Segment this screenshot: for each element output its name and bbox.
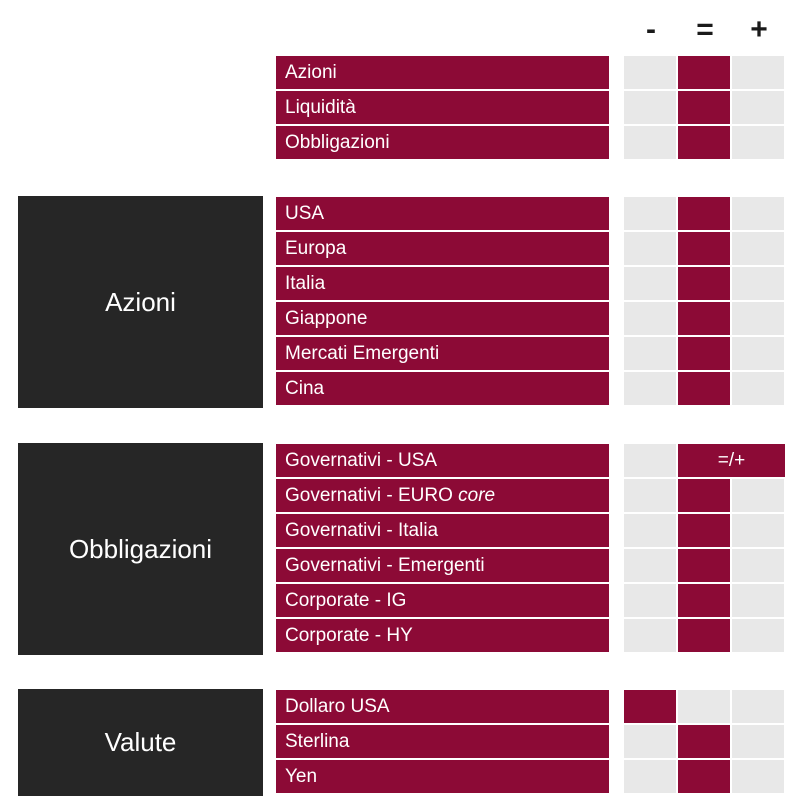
cell-minus (624, 302, 676, 335)
cell-minus (624, 479, 676, 512)
cell-minus (624, 337, 676, 370)
row-label-governativi-italia: Governativi - Italia (276, 514, 609, 547)
cell-minus (624, 267, 676, 300)
cell-equal-selected (678, 197, 730, 230)
cell-equal (678, 690, 730, 723)
row-label-corporate-ig: Corporate - IG (276, 584, 609, 617)
cell-minus (624, 514, 676, 547)
column-header-plus: + (750, 13, 768, 46)
cell-equal-selected (678, 584, 730, 617)
cell-minus-selected (624, 690, 676, 723)
row-label-main-text: Governativi - EURO (285, 485, 459, 506)
cell-equal-selected (678, 56, 730, 89)
cell-minus (624, 619, 676, 652)
cell-plus (732, 479, 784, 512)
cell-plus (732, 232, 784, 265)
cell-equal-selected (678, 760, 730, 793)
cell-equal-selected (678, 337, 730, 370)
cell-equal-selected (678, 514, 730, 547)
cell-plus (732, 126, 784, 159)
row-label-sterlina: Sterlina (276, 725, 609, 758)
cell-plus (732, 197, 784, 230)
cell-minus (624, 760, 676, 793)
row-label-dollaro-usa: Dollaro USA (276, 690, 609, 723)
cell-minus (624, 549, 676, 582)
cell-minus (624, 197, 676, 230)
cell-minus (624, 232, 676, 265)
row-label-cina: Cina (276, 372, 609, 405)
row-label-obbligazioni: Obbligazioni (276, 126, 609, 159)
cell-plus (732, 91, 784, 124)
cell-minus (624, 56, 676, 89)
cell-minus (624, 372, 676, 405)
cell-plus (732, 619, 784, 652)
cell-plus (732, 56, 784, 89)
row-label-mercati-emergenti: Mercati Emergenti (276, 337, 609, 370)
row-label-yen: Yen (276, 760, 609, 793)
column-header-minus: - (646, 13, 656, 46)
column-header-equal: = (696, 13, 714, 46)
row-label-azioni: Azioni (276, 56, 609, 89)
cell-equal-selected (678, 479, 730, 512)
cell-plus (732, 514, 784, 547)
cell-plus (732, 549, 784, 582)
cell-minus (624, 584, 676, 617)
cell-minus (624, 725, 676, 758)
row-label-italic-text: core (458, 485, 496, 506)
group-label-obbligazioni: Obbligazioni (18, 443, 263, 655)
cell-equal-plus-selected: =/+ (678, 444, 785, 477)
cell-equal-selected (678, 232, 730, 265)
cell-equal-selected (678, 619, 730, 652)
cell-minus (624, 444, 676, 477)
row-label-governativi-emergenti: Governativi - Emergenti (276, 549, 609, 582)
cell-equal-selected (678, 372, 730, 405)
cell-plus (732, 372, 784, 405)
cell-equal-selected (678, 725, 730, 758)
row-label-usa: USA (276, 197, 609, 230)
cell-plus (732, 725, 784, 758)
row-label-governativi-usa: Governativi - USA (276, 444, 609, 477)
cell-equal-selected (678, 91, 730, 124)
cell-plus (732, 337, 784, 370)
row-label-governativi-euro-core: Governativi - EURO core (276, 479, 609, 512)
cell-plus (732, 690, 784, 723)
cell-plus (732, 302, 784, 335)
cell-equal-selected (678, 549, 730, 582)
cell-equal-selected (678, 302, 730, 335)
cell-equal-selected (678, 267, 730, 300)
row-label-liquidita: Liquidità (276, 91, 609, 124)
row-label-corporate-hy: Corporate - HY (276, 619, 609, 652)
group-label-valute: Valute (18, 689, 263, 796)
row-label-italia: Italia (276, 267, 609, 300)
row-label-giappone: Giappone (276, 302, 609, 335)
cell-plus (732, 760, 784, 793)
cell-equal-selected (678, 126, 730, 159)
cell-minus (624, 126, 676, 159)
cell-minus (624, 91, 676, 124)
cell-plus (732, 267, 784, 300)
cell-plus (732, 584, 784, 617)
row-label-europa: Europa (276, 232, 609, 265)
group-label-azioni: Azioni (18, 196, 263, 408)
